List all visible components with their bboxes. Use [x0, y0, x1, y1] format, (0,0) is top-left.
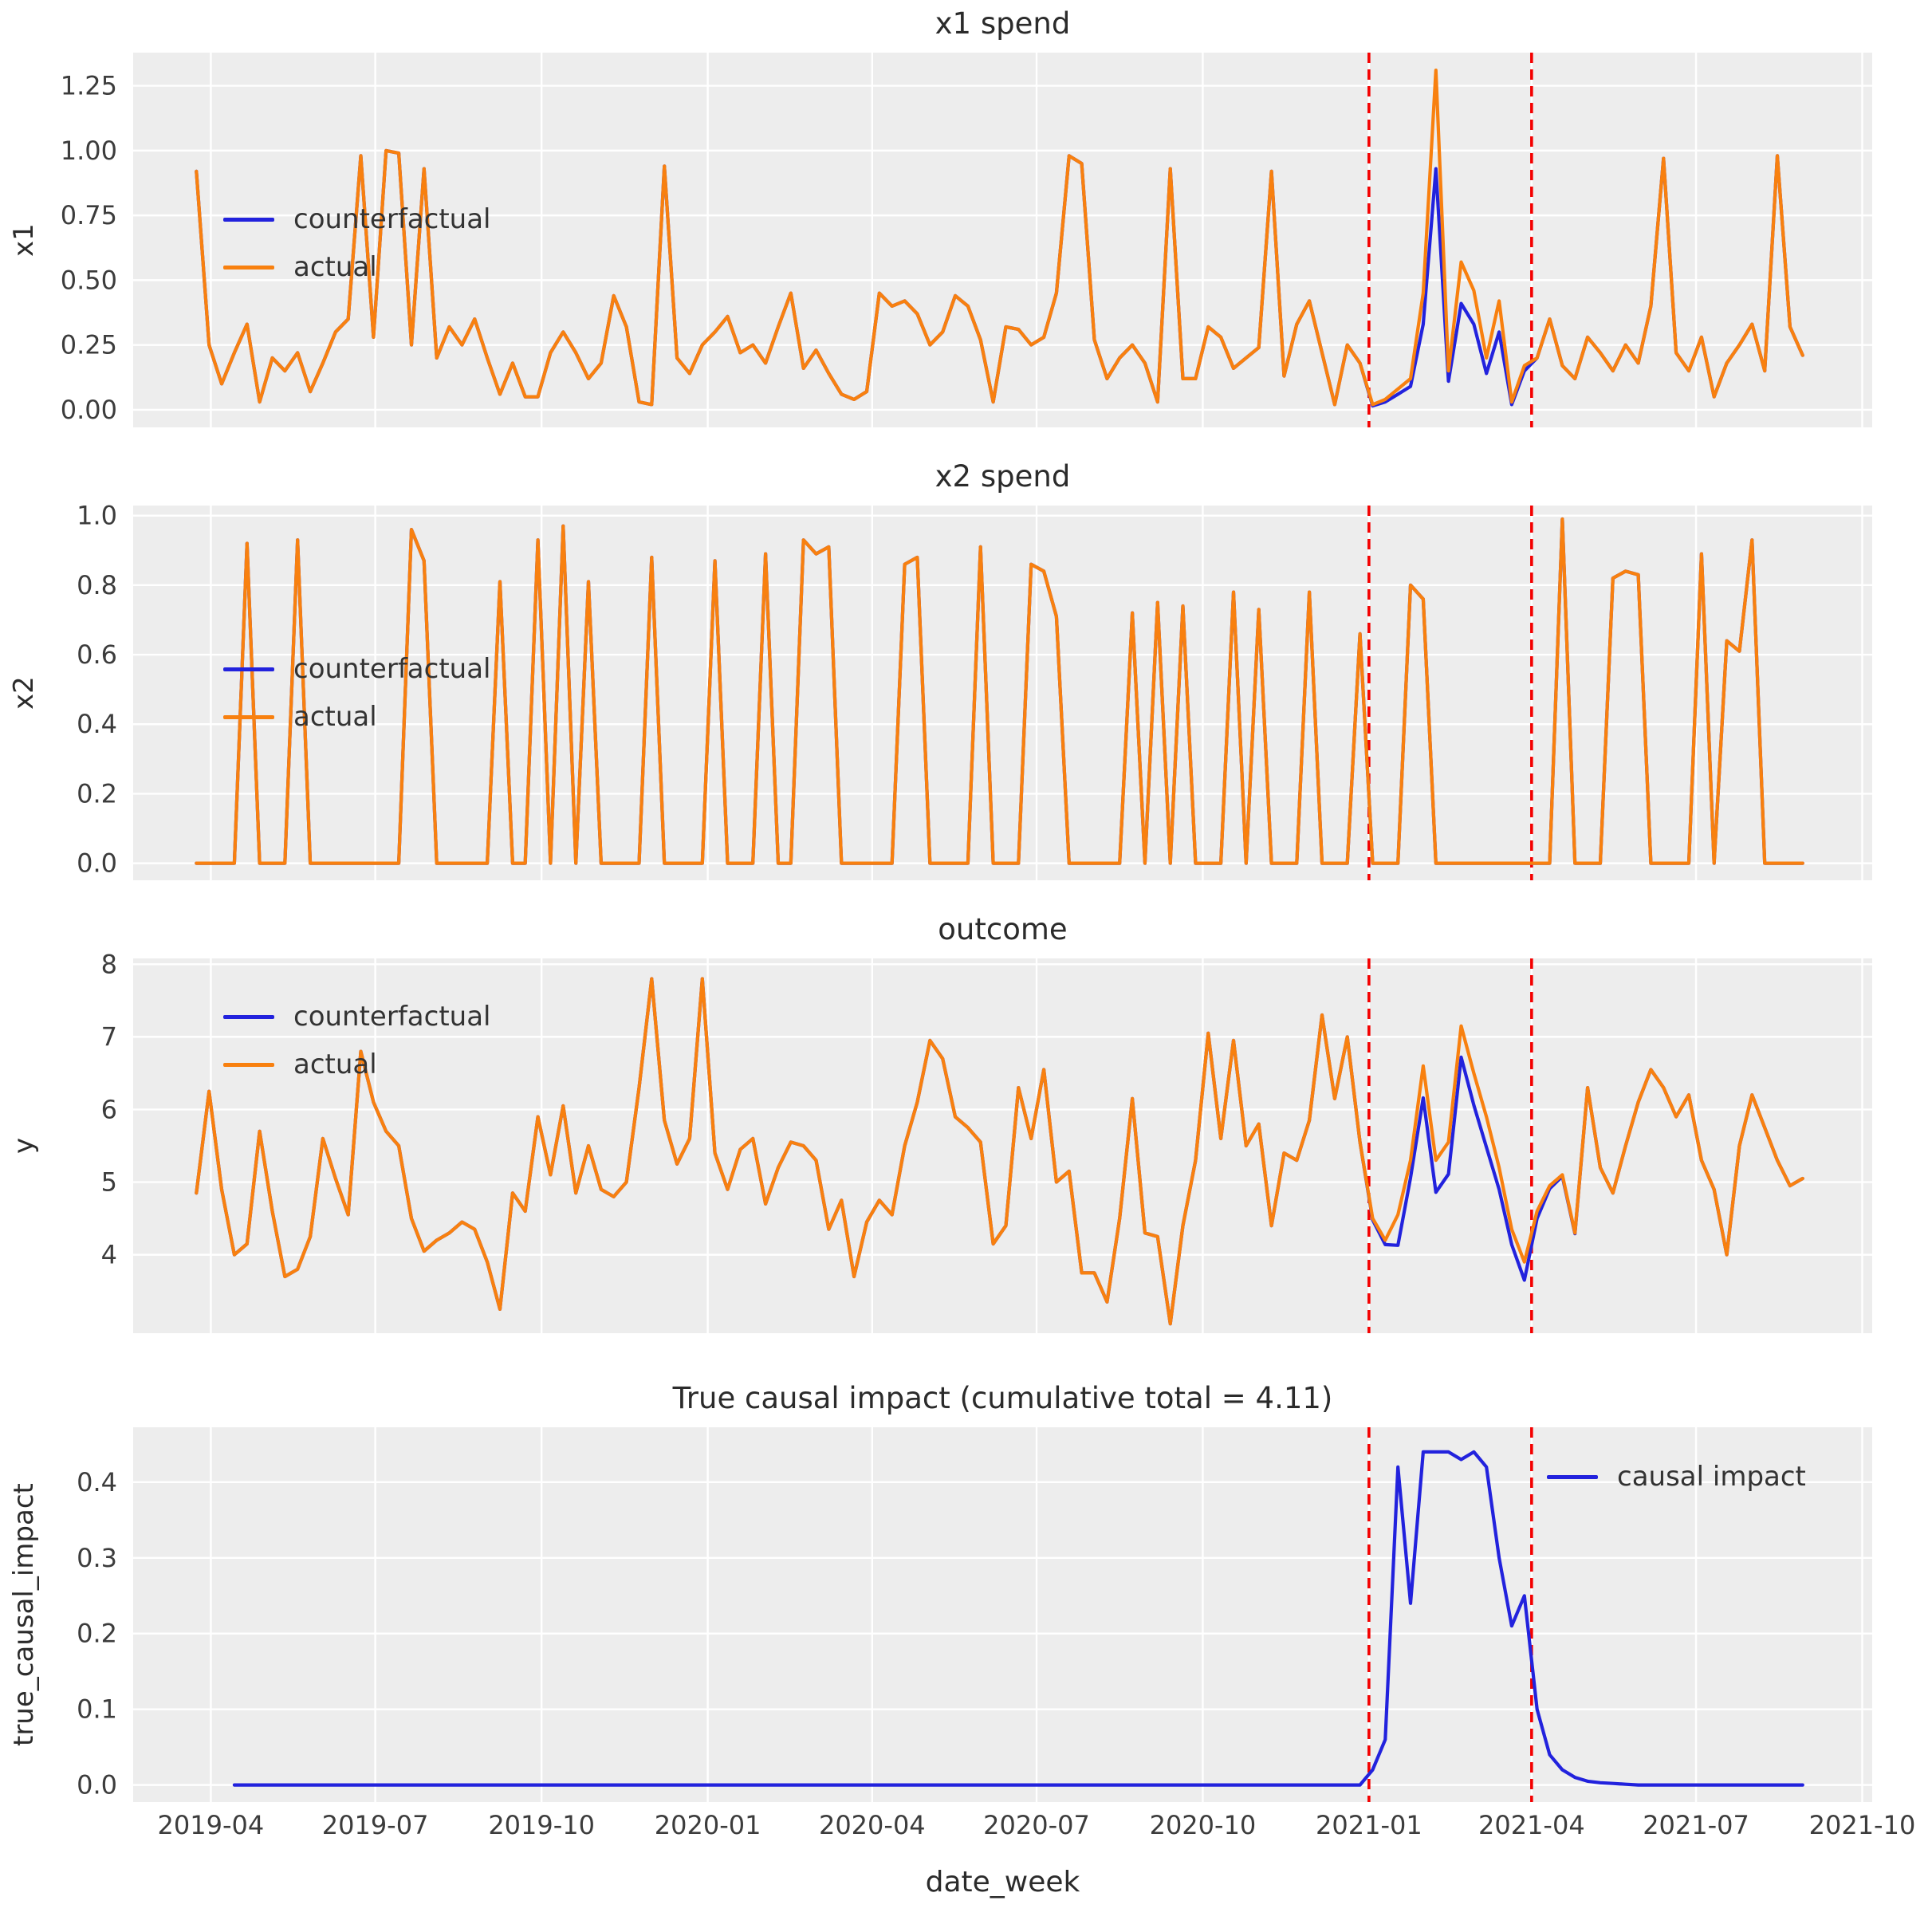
x-tick-label: 2021-04 — [1478, 1810, 1585, 1840]
subplot3-legend: counterfactual actual — [223, 1003, 490, 1078]
y-tick-label: 4 — [101, 1240, 117, 1270]
y-tick-label: 7 — [101, 1021, 117, 1052]
subplot4-ylabel: true_causal_impact — [8, 1483, 40, 1746]
causal-impact-line-swatch — [1547, 1474, 1598, 1479]
y-tick-label: 0.4 — [77, 709, 117, 739]
x-axis-label: date_week — [925, 1866, 1080, 1899]
legend-item-counterfactual: counterfactual — [223, 655, 490, 683]
legend-item-actual: actual — [223, 1051, 490, 1078]
subplot3-ylabel: y — [8, 1137, 40, 1155]
legend-label: actual — [293, 251, 377, 283]
y-tick-label: 0.1 — [77, 1694, 117, 1725]
y-tick-label: 1.25 — [61, 71, 117, 101]
y-tick-label: 0.0 — [77, 1770, 117, 1800]
subplot1-legend: counterfactual actual — [223, 206, 490, 281]
y-tick-label: 1.00 — [61, 136, 117, 166]
x-tick-label: 2021-01 — [1316, 1810, 1422, 1840]
subplot2-title: x2 spend — [935, 459, 1071, 494]
subplot2-ylabel: x2 — [8, 676, 40, 710]
subplot4-title: True causal impact (cumulative total = 4… — [672, 1381, 1333, 1415]
y-tick-label: 0.75 — [61, 200, 117, 230]
x-tick-label: 2020-10 — [1150, 1810, 1257, 1840]
subplot1-ylabel: x1 — [8, 223, 40, 257]
y-tick-label: 0.0 — [77, 848, 117, 879]
legend-item-causal-impact: causal impact — [1547, 1463, 1806, 1490]
subplot4-legend: causal impact — [1547, 1463, 1806, 1490]
x-tick-label: 2019-07 — [322, 1810, 429, 1840]
y-tick-label: 0.6 — [77, 639, 117, 670]
series-line-causal-impact — [232, 1450, 1804, 1787]
y-tick-label: 0.2 — [77, 778, 117, 809]
subplot2-legend: counterfactual actual — [223, 655, 490, 730]
x-tick-label: 2021-07 — [1643, 1810, 1749, 1840]
x-tick-label: 2021-10 — [1809, 1810, 1916, 1840]
series-line-actual — [195, 68, 1804, 407]
y-tick-label: 0.4 — [77, 1467, 117, 1497]
legend-label: actual — [293, 1049, 377, 1080]
legend-label: counterfactual — [293, 203, 491, 235]
subplot1-title: x1 spend — [935, 6, 1071, 41]
counterfactual-line-swatch — [223, 217, 274, 222]
legend-item-counterfactual: counterfactual — [223, 206, 490, 233]
x-tick-label: 2020-01 — [655, 1810, 761, 1840]
axes-background — [133, 1427, 1872, 1802]
legend-label: counterfactual — [293, 1001, 491, 1033]
legend-label: counterfactual — [293, 653, 491, 685]
legend-item-counterfactual: counterfactual — [223, 1003, 490, 1030]
counterfactual-line-swatch — [223, 667, 274, 671]
series-line-actual — [195, 517, 1804, 865]
legend-item-actual: actual — [223, 254, 490, 281]
y-tick-label: 6 — [101, 1094, 117, 1124]
x-tick-label: 2020-04 — [819, 1810, 926, 1840]
y-tick-label: 8 — [101, 949, 117, 979]
actual-line-swatch — [223, 1062, 274, 1067]
y-tick-label: 0.2 — [77, 1619, 117, 1649]
x-tick-label: 2020-07 — [983, 1810, 1090, 1840]
y-tick-label: 0.25 — [61, 330, 117, 360]
actual-line-swatch — [223, 714, 274, 719]
x-tick-label: 2019-10 — [488, 1810, 595, 1840]
counterfactual-line-swatch — [223, 1014, 274, 1019]
legend-label: actual — [293, 701, 377, 733]
legend-label: causal impact — [1617, 1461, 1806, 1493]
y-tick-label: 5 — [101, 1167, 117, 1198]
series-line-actual — [195, 977, 1804, 1326]
legend-item-actual: actual — [223, 703, 490, 730]
subplot3-title: outcome — [938, 912, 1068, 946]
y-tick-label: 0.00 — [61, 395, 117, 425]
y-tick-label: 1.0 — [77, 501, 117, 531]
actual-line-swatch — [223, 265, 274, 270]
y-tick-label: 0.50 — [61, 265, 117, 295]
y-tick-label: 0.8 — [77, 570, 117, 600]
axes-background — [133, 53, 1872, 427]
y-tick-label: 0.3 — [77, 1543, 117, 1573]
x-tick-label: 2019-04 — [158, 1810, 265, 1840]
